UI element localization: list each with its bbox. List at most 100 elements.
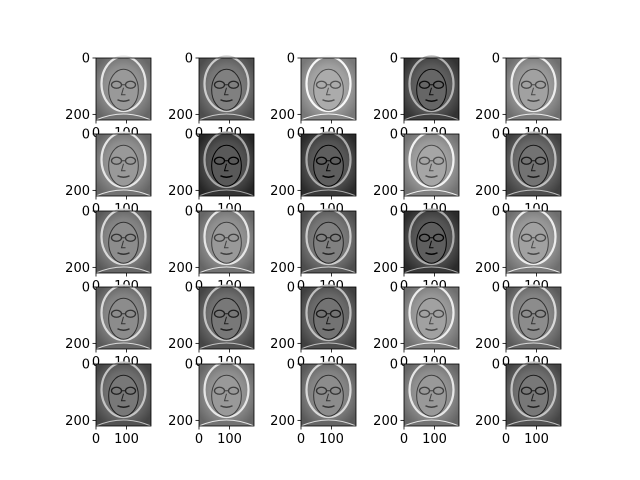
- mouth: [527, 99, 540, 102]
- hair-outline: [100, 361, 147, 419]
- nose: [428, 163, 434, 172]
- axes-frame: [505, 133, 562, 197]
- y-tick-label: 200: [475, 184, 500, 199]
- nose: [325, 87, 331, 96]
- mouth: [425, 99, 438, 102]
- hair-outline: [510, 361, 557, 419]
- y-tick-label: 0: [185, 52, 193, 67]
- hair-outline: [408, 284, 455, 342]
- axes-frame: [198, 286, 255, 350]
- mouth: [117, 99, 130, 102]
- shoulders: [505, 189, 562, 197]
- mouth: [527, 328, 540, 331]
- axes-frame: [505, 57, 562, 121]
- face-oval: [211, 221, 242, 264]
- nose: [325, 240, 331, 249]
- face-oval: [416, 221, 447, 264]
- nose: [223, 87, 229, 96]
- face-oval: [518, 144, 549, 187]
- x-tick-label: 100: [524, 432, 549, 447]
- mouth: [322, 99, 335, 102]
- face-oval: [313, 144, 344, 187]
- face-oval: [313, 297, 344, 340]
- mouth: [527, 252, 540, 255]
- shoulders: [95, 342, 152, 350]
- axes-frame: [95, 286, 152, 350]
- x-tick-label: 0: [297, 202, 305, 217]
- face-oval: [211, 297, 242, 340]
- mouth: [425, 405, 438, 408]
- x-tick-label: 0: [195, 279, 203, 294]
- hair-outline: [203, 284, 250, 342]
- y-tick-label: 200: [475, 414, 500, 429]
- hair-outline: [305, 208, 352, 266]
- mouth: [425, 252, 438, 255]
- nose: [530, 163, 536, 172]
- hair-outline: [203, 55, 250, 113]
- shoulders: [505, 419, 562, 427]
- shoulders: [403, 189, 460, 197]
- face-oval: [416, 68, 447, 111]
- face-oval: [518, 374, 549, 417]
- hair-outline: [203, 131, 250, 189]
- nose: [223, 240, 229, 249]
- axes-frame: [95, 133, 152, 197]
- face-oval: [211, 374, 242, 417]
- y-tick-label: 200: [168, 337, 193, 352]
- y-tick-label: 200: [65, 261, 90, 276]
- face-oval: [108, 144, 139, 187]
- face-oval: [313, 221, 344, 264]
- axes-frame: [198, 210, 255, 274]
- shoulders: [300, 419, 357, 427]
- hair-outline: [408, 55, 455, 113]
- x-tick-label: 0: [92, 202, 100, 217]
- shoulders: [403, 342, 460, 350]
- y-tick-label: 0: [185, 281, 193, 296]
- y-tick-label: 0: [82, 205, 90, 220]
- axes-frame: [403, 286, 460, 350]
- x-tick-label: 0: [92, 432, 100, 447]
- x-tick-label: 0: [297, 432, 305, 447]
- x-tick-label: 0: [195, 432, 203, 447]
- mouth: [220, 99, 233, 102]
- y-tick-label: 0: [287, 281, 295, 296]
- mouth: [425, 328, 438, 331]
- hair-outline: [510, 131, 557, 189]
- y-tick-label: 200: [373, 261, 398, 276]
- nose: [223, 163, 229, 172]
- y-tick-label: 200: [475, 108, 500, 123]
- shoulders: [95, 189, 152, 197]
- mouth: [322, 175, 335, 178]
- face-oval: [211, 144, 242, 187]
- nose: [530, 316, 536, 325]
- nose: [223, 393, 229, 402]
- x-tick-label: 100: [114, 432, 139, 447]
- x-tick-label: 0: [297, 126, 305, 141]
- mouth: [117, 175, 130, 178]
- nose: [223, 316, 229, 325]
- mouth: [220, 405, 233, 408]
- y-tick-label: 200: [475, 261, 500, 276]
- axes-frame: [300, 286, 357, 350]
- y-tick-label: 0: [82, 281, 90, 296]
- y-tick-label: 200: [373, 108, 398, 123]
- y-tick-label: 0: [287, 128, 295, 143]
- axes-frame: [505, 286, 562, 350]
- hair-outline: [203, 361, 250, 419]
- y-tick-label: 0: [82, 52, 90, 67]
- hair-outline: [510, 208, 557, 266]
- x-tick-label: 0: [297, 279, 305, 294]
- x-tick-label: 0: [400, 202, 408, 217]
- shoulders: [403, 266, 460, 274]
- axes-frame: [403, 210, 460, 274]
- axes-frame: [505, 210, 562, 274]
